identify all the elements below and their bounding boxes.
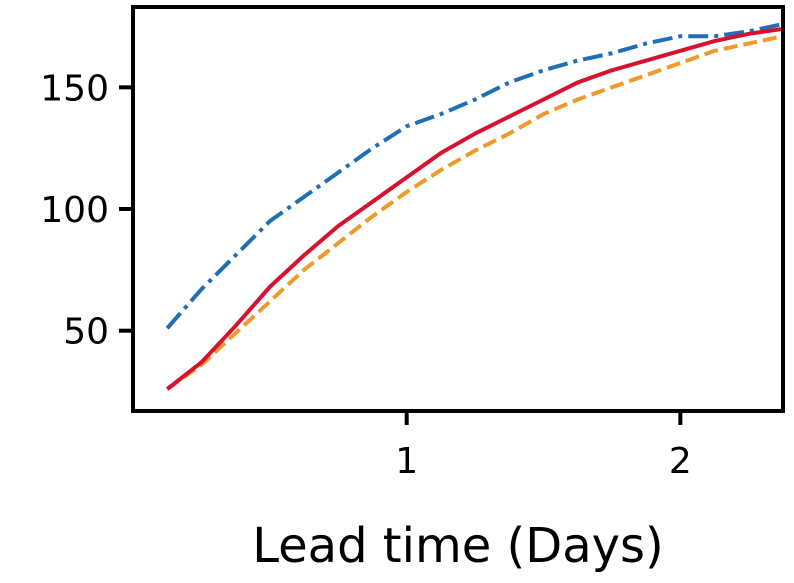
series-lines [165,22,783,391]
y-tick-label: 50 [63,312,109,353]
axis-ticks: 1 2 50 100 150 [40,68,692,482]
plot-frame [131,5,785,413]
y-tick-label: 100 [40,190,109,231]
series-line-2 [166,34,783,391]
x-tick-label: 2 [669,441,692,482]
series-line-3 [165,26,783,391]
x-tick-label: 1 [395,441,418,482]
x-axis-title: Lead time (Days) [252,518,664,574]
y-tick-label: 150 [40,68,109,109]
series-line-1 [165,22,783,330]
